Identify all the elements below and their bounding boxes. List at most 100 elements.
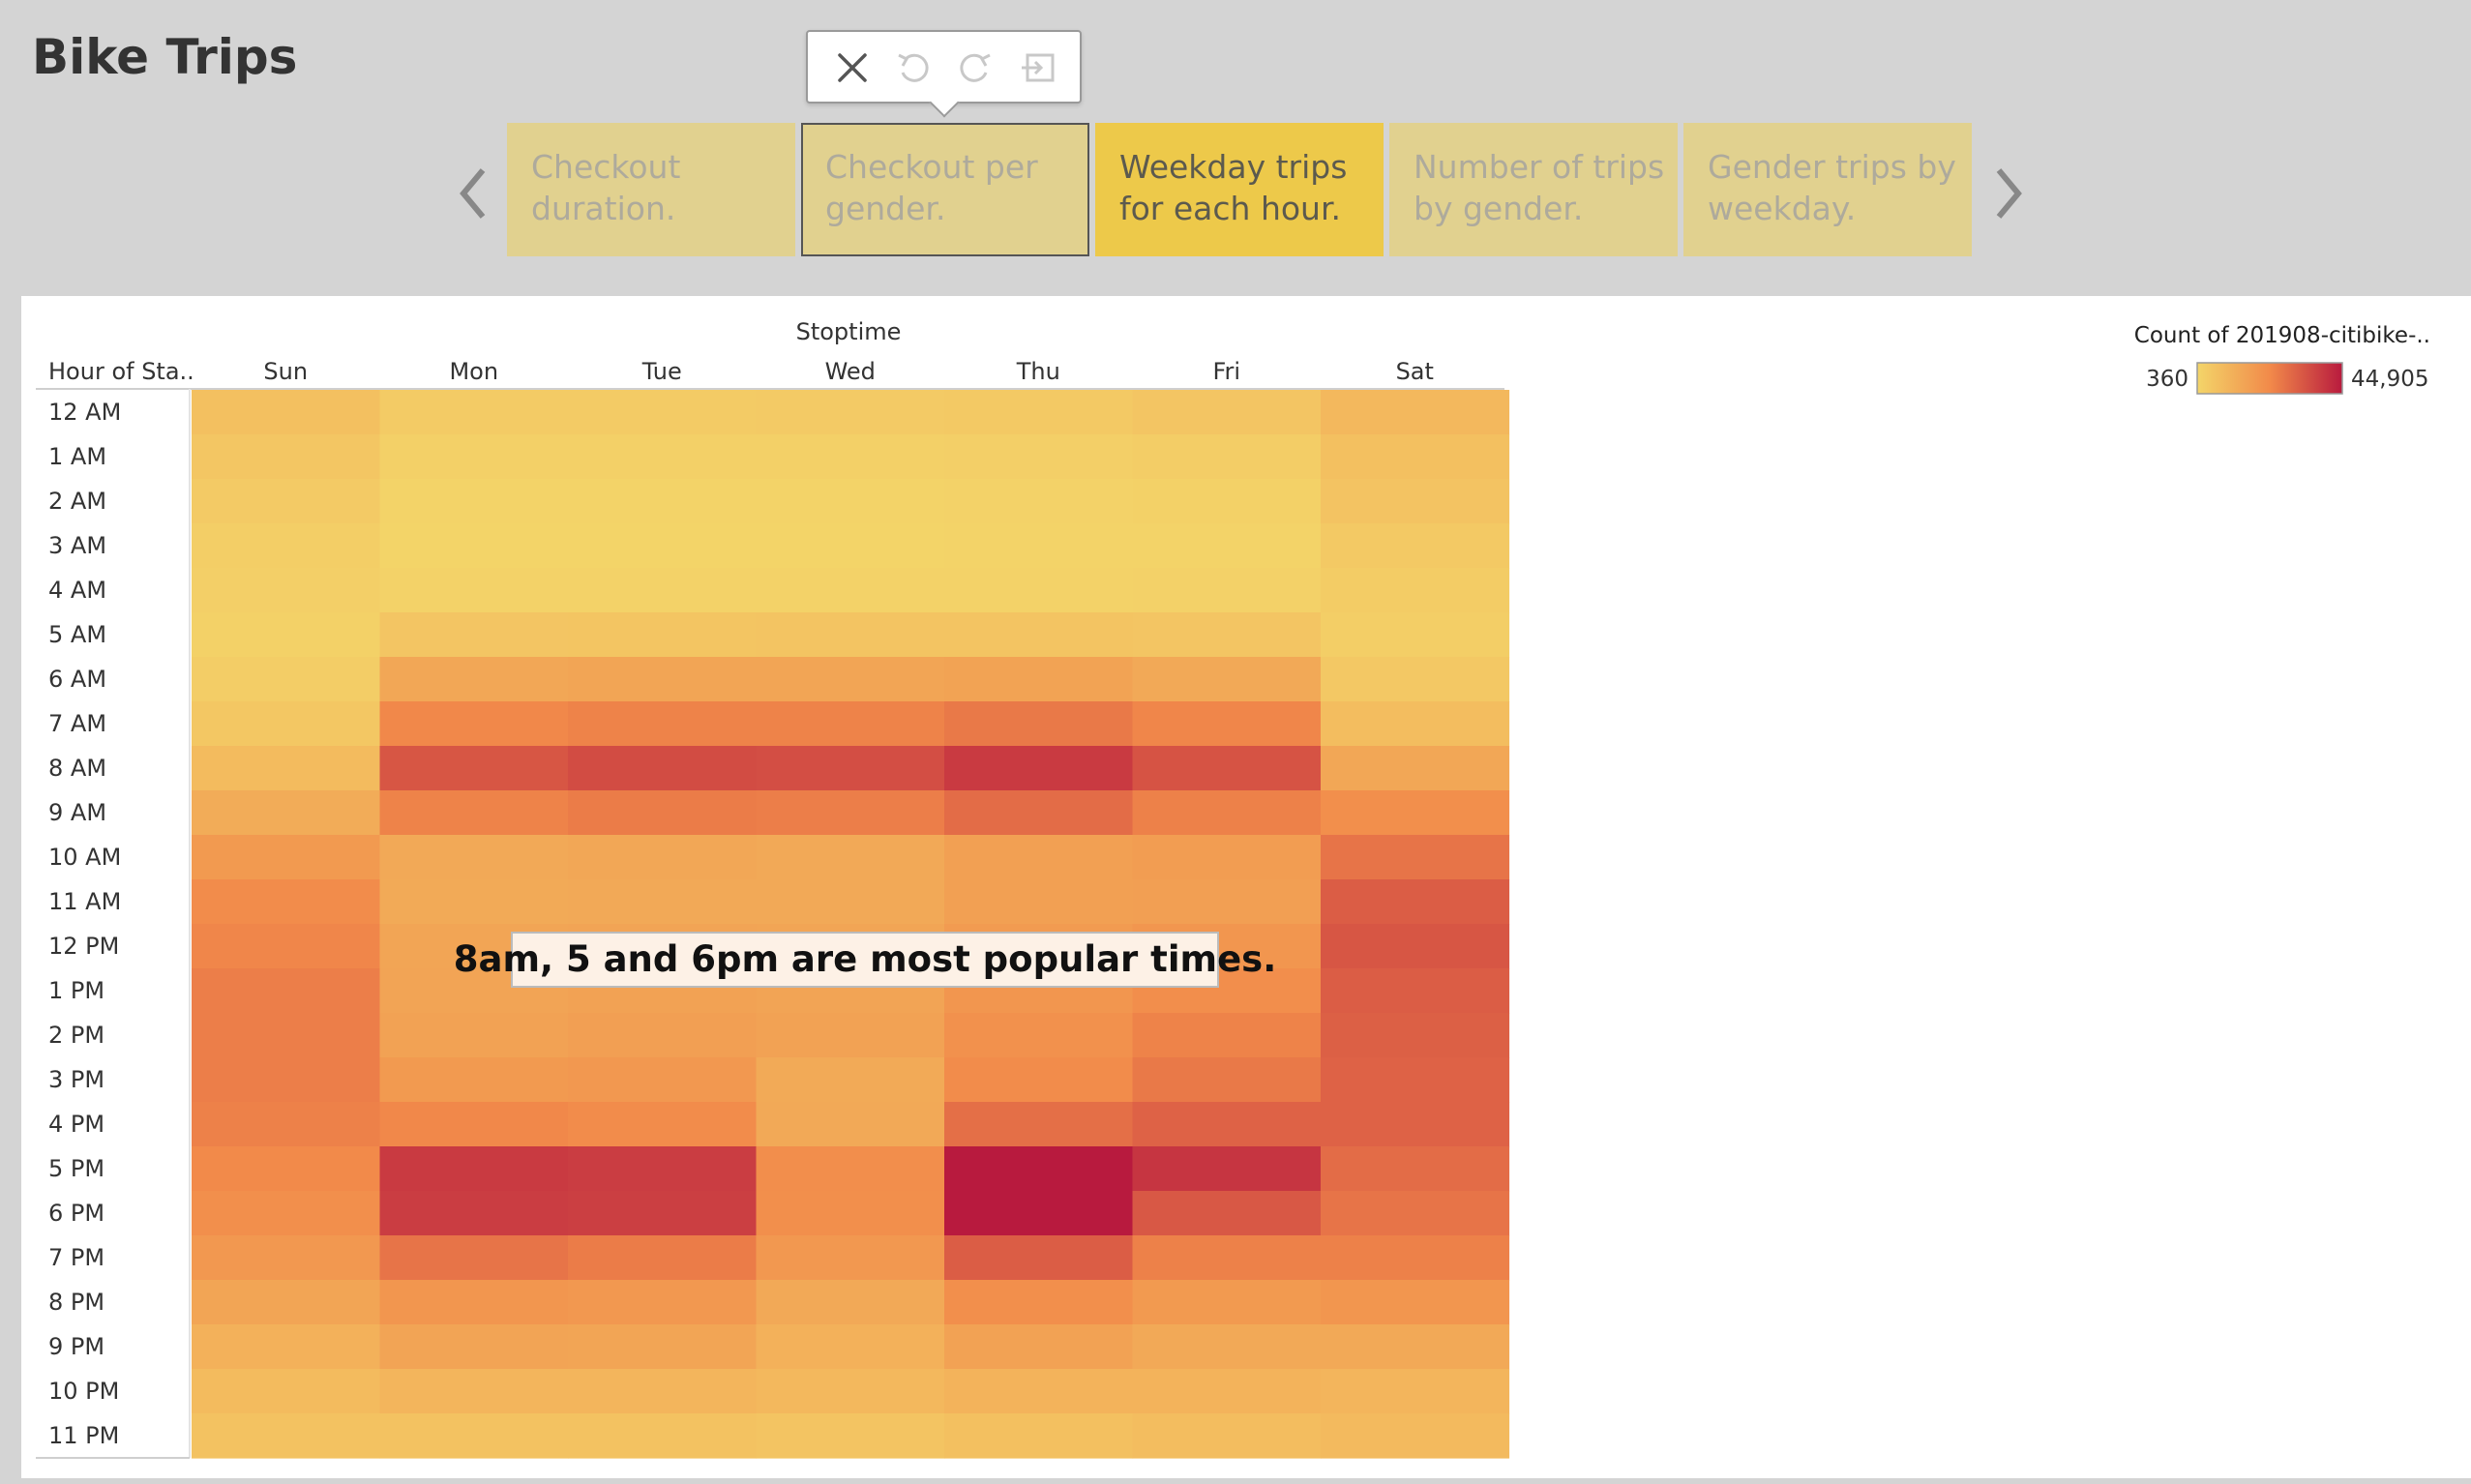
heatmap-cell[interactable]	[192, 479, 381, 524]
heatmap-cell[interactable]	[1321, 1369, 1510, 1414]
heatmap-cell[interactable]	[944, 1324, 1134, 1370]
story-point-gender-trips-weekday[interactable]: Gender trips by weekday.	[1683, 123, 1972, 256]
heatmap-cell[interactable]	[756, 523, 945, 569]
heatmap-cell[interactable]	[568, 1235, 758, 1281]
heatmap-cell[interactable]	[568, 612, 758, 658]
heatmap-cell[interactable]	[1321, 479, 1510, 524]
heatmap-cell[interactable]	[756, 835, 945, 880]
heatmap-cell[interactable]	[1321, 968, 1510, 1014]
heatmap-cell[interactable]	[192, 835, 381, 880]
heatmap-cell[interactable]	[1132, 568, 1322, 613]
heatmap-cell[interactable]	[756, 1280, 945, 1325]
heatmap-cell[interactable]	[568, 835, 758, 880]
heatmap-cell[interactable]	[756, 746, 945, 791]
heatmap-cell[interactable]	[568, 523, 758, 569]
heatmap-cell[interactable]	[379, 612, 569, 658]
heatmap-cell[interactable]	[756, 1146, 945, 1192]
heatmap-cell[interactable]	[379, 568, 569, 613]
heatmap-cell[interactable]	[192, 1324, 381, 1370]
heatmap-cell[interactable]	[192, 568, 381, 613]
heatmap-cell[interactable]	[1321, 1235, 1510, 1281]
heatmap-cell[interactable]	[1132, 479, 1322, 524]
heatmap-cell[interactable]	[1132, 1102, 1322, 1147]
heatmap-cell[interactable]	[944, 434, 1134, 480]
heatmap-cell[interactable]	[756, 1057, 945, 1103]
chevron-right-icon[interactable]	[1983, 155, 2032, 232]
heatmap-cell[interactable]	[379, 479, 569, 524]
heatmap-cell[interactable]	[1321, 1324, 1510, 1370]
heatmap-cell[interactable]	[379, 1013, 569, 1058]
heatmap-cell[interactable]	[1132, 1235, 1322, 1281]
heatmap-cell[interactable]	[756, 1369, 945, 1414]
heatmap-cell[interactable]	[379, 523, 569, 569]
heatmap-cell[interactable]	[379, 879, 569, 925]
heatmap-cell[interactable]	[192, 1369, 381, 1414]
heatmap-cell[interactable]	[568, 1013, 758, 1058]
heatmap-cell[interactable]	[568, 790, 758, 836]
heatmap-cell[interactable]	[1132, 612, 1322, 658]
heatmap-cell[interactable]	[1321, 612, 1510, 658]
heatmap-cell[interactable]	[568, 879, 758, 925]
heatmap-cell[interactable]	[379, 1369, 569, 1414]
heatmap-cell[interactable]	[1321, 1191, 1510, 1236]
heatmap-cell[interactable]	[756, 1013, 945, 1058]
heatmap-cell[interactable]	[192, 968, 381, 1014]
heatmap-cell[interactable]	[379, 1057, 569, 1103]
heatmap-cell[interactable]	[568, 434, 758, 480]
annotation-box[interactable]: 8am, 5 and 6pm are most popular times.	[454, 932, 1277, 988]
heatmap-cell[interactable]	[568, 1057, 758, 1103]
heatmap-cell[interactable]	[944, 657, 1134, 702]
heatmap-cell[interactable]	[568, 1369, 758, 1414]
heatmap-cell[interactable]	[568, 1280, 758, 1325]
heatmap-cell[interactable]	[756, 434, 945, 480]
heatmap-cell[interactable]	[944, 1280, 1134, 1325]
chevron-left-icon[interactable]	[450, 155, 498, 232]
heatmap-cell[interactable]	[1132, 1369, 1322, 1414]
heatmap-cell[interactable]	[1132, 1413, 1322, 1459]
heatmap-cell[interactable]	[379, 1280, 569, 1325]
heatmap-cell[interactable]	[568, 568, 758, 613]
heatmap-cell[interactable]	[944, 523, 1134, 569]
story-point-trips-by-gender[interactable]: Number of trips by gender.	[1389, 123, 1678, 256]
heatmap-cell[interactable]	[192, 1413, 381, 1459]
heatmap-cell[interactable]	[1132, 1280, 1322, 1325]
heatmap-cell[interactable]	[1321, 1280, 1510, 1325]
heatmap-cell[interactable]	[192, 746, 381, 791]
heatmap-cell[interactable]	[379, 835, 569, 880]
heatmap-cell[interactable]	[192, 1146, 381, 1192]
heatmap-cell[interactable]	[1321, 790, 1510, 836]
heatmap-cell[interactable]	[192, 1235, 381, 1281]
redo-icon[interactable]	[955, 47, 996, 88]
heatmap-cell[interactable]	[1132, 701, 1322, 747]
heatmap-cell[interactable]	[944, 701, 1134, 747]
heatmap-cell[interactable]	[192, 1280, 381, 1325]
heatmap-cell[interactable]	[1321, 390, 1510, 435]
heatmap-cell[interactable]	[192, 790, 381, 836]
heatmap-cell[interactable]	[1132, 1191, 1322, 1236]
heatmap-cell[interactable]	[568, 1102, 758, 1147]
heatmap-cell[interactable]	[756, 1324, 945, 1370]
heatmap-cell[interactable]	[1132, 746, 1322, 791]
heatmap-cell[interactable]	[944, 879, 1134, 925]
heatmap-cell[interactable]	[192, 879, 381, 925]
heatmap-cell[interactable]	[944, 1413, 1134, 1459]
heatmap-cell[interactable]	[1132, 1146, 1322, 1192]
heatmap-cell[interactable]	[379, 701, 569, 747]
heatmap-cell[interactable]	[568, 390, 758, 435]
close-icon[interactable]	[832, 47, 873, 88]
heatmap-cell[interactable]	[1321, 1057, 1510, 1103]
heatmap-cell[interactable]	[944, 1057, 1134, 1103]
heatmap-cell[interactable]	[944, 568, 1134, 613]
heatmap-cell[interactable]	[192, 390, 381, 435]
heatmap-cell[interactable]	[756, 1191, 945, 1236]
heatmap-cell[interactable]	[944, 835, 1134, 880]
heatmap-cell[interactable]	[756, 612, 945, 658]
heatmap-cell[interactable]	[1321, 924, 1510, 969]
heatmap-cell[interactable]	[756, 879, 945, 925]
heatmap-cell[interactable]	[568, 1413, 758, 1459]
heatmap-cell[interactable]	[192, 1102, 381, 1147]
story-point-weekday-trips[interactable]: Weekday trips for each hour.	[1095, 123, 1384, 256]
heatmap-cell[interactable]	[192, 657, 381, 702]
heatmap-cell[interactable]	[1321, 1146, 1510, 1192]
heatmap-cell[interactable]	[379, 1413, 569, 1459]
